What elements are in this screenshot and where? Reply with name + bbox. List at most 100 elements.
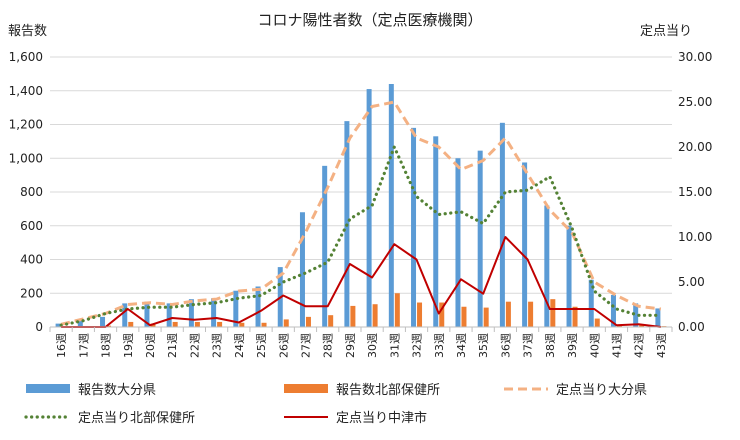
- series-line-dotted: [59, 145, 663, 327]
- bar-oita: [477, 150, 483, 327]
- axes: [49, 326, 673, 332]
- x-tick-label: 17週: [77, 333, 90, 358]
- x-tick-label: 23週: [211, 333, 224, 358]
- y-right-tick-label: 25.00: [678, 95, 712, 109]
- legend-swatch: [284, 384, 328, 393]
- bar-oita: [255, 286, 261, 327]
- bar-hokubu: [350, 305, 356, 327]
- series-line-solid: [61, 236, 662, 328]
- bar-oita: [499, 122, 505, 327]
- bar-oita: [55, 323, 61, 327]
- x-tick-label: 42週: [633, 333, 646, 358]
- bar-hokubu: [528, 301, 534, 327]
- bar-hokubu: [283, 319, 289, 327]
- y-left-tick-label: 800: [20, 185, 43, 199]
- bar-oita: [122, 303, 128, 327]
- legend-label: 定点当り北部保健所: [78, 411, 195, 426]
- bar-hokubu: [594, 318, 600, 327]
- bar-oita: [411, 127, 417, 327]
- x-tick-label: 43週: [655, 333, 668, 358]
- x-tick-label: 26週: [277, 333, 290, 358]
- bar-hokubu: [417, 302, 423, 327]
- x-tick-label: 35週: [477, 333, 490, 358]
- bar-hokubu: [150, 323, 156, 327]
- y-left-tick-label: 0: [35, 320, 43, 334]
- bar-oita: [566, 225, 572, 327]
- bar-oita: [322, 165, 328, 327]
- bar-oita: [610, 294, 616, 327]
- bar-oita: [166, 303, 172, 327]
- tick-labels: 0 200 400 600 800 1,000 1,200 1,400 1,600 0.00 5.0…: [9, 50, 713, 358]
- x-tick-label: 30週: [366, 333, 379, 358]
- bar-hokubu: [572, 306, 578, 327]
- bar-oita: [211, 298, 217, 327]
- x-tick-label: 29週: [344, 333, 357, 358]
- x-tick-label: 27週: [299, 333, 312, 358]
- bar-hokubu: [239, 322, 245, 327]
- y-right-tick-label: 10.00: [678, 230, 712, 244]
- bar-hokubu: [172, 321, 178, 327]
- y-left-tick-label: 1,000: [9, 151, 43, 165]
- bar-oita: [188, 299, 194, 327]
- bar-hokubu: [372, 304, 378, 327]
- chart-title: コロナ陽性者数（定点医療機関）: [257, 11, 482, 29]
- lines: [59, 100, 663, 328]
- bar-hokubu: [328, 315, 334, 327]
- legend-label: 定点当り大分県: [556, 383, 647, 398]
- bar-hokubu: [394, 293, 400, 327]
- bar-oita: [299, 212, 305, 327]
- bar-hokubu: [550, 299, 556, 327]
- x-tick-label: 19週: [122, 333, 135, 358]
- legend-label: 定点当り中津市: [336, 410, 427, 426]
- x-tick-label: 32週: [411, 333, 424, 358]
- y-left-tick-label: 600: [20, 219, 43, 233]
- x-tick-label: 28週: [322, 333, 335, 358]
- bar-oita: [77, 321, 83, 327]
- x-tick-label: 25週: [255, 333, 268, 358]
- bar-oita: [633, 303, 639, 327]
- y-axis-right-label: 定点当り: [640, 24, 692, 39]
- bar-hokubu: [439, 302, 445, 327]
- x-tick-label: 36週: [499, 333, 512, 358]
- gridlines: [50, 56, 672, 294]
- bar-hokubu: [128, 321, 134, 327]
- bar-oita: [100, 316, 106, 327]
- x-tick-label: 21週: [166, 333, 179, 358]
- bar-oita: [433, 136, 439, 327]
- y-left-tick-label: 200: [20, 286, 43, 300]
- y-left-tick-label: 1,200: [9, 118, 43, 132]
- x-tick-label: 18週: [100, 333, 113, 358]
- bar-hokubu: [106, 325, 112, 327]
- y-left-tick-label: 1,400: [9, 84, 43, 98]
- x-tick-label: 37週: [522, 333, 535, 358]
- legend-label: 報告数大分県: [78, 383, 156, 398]
- y-right-tick-label: 0.00: [678, 320, 705, 334]
- bar-hokubu: [461, 306, 467, 327]
- y-right-tick-label: 30.00: [678, 50, 712, 64]
- bar-hokubu: [305, 316, 311, 327]
- bar-hokubu: [194, 321, 200, 327]
- x-tick-label: 24週: [233, 333, 246, 358]
- bars: [55, 84, 667, 327]
- legend-label: 報告数北部保健所: [336, 383, 440, 398]
- y-right-tick-label: 5.00: [678, 275, 705, 289]
- x-tick-label: 38週: [544, 333, 557, 358]
- series-line-dashed: [60, 100, 662, 326]
- bar-oita: [655, 308, 661, 327]
- bar-oita: [455, 158, 461, 327]
- x-tick-label: 33週: [433, 333, 446, 358]
- bar-hokubu: [483, 307, 489, 327]
- bar-oita: [144, 301, 150, 327]
- bar-oita: [388, 84, 394, 327]
- y-left-tick-label: 1,600: [9, 50, 43, 64]
- x-tick-label: 40週: [588, 333, 601, 358]
- x-tick-label: 22週: [188, 333, 201, 358]
- bar-hokubu: [217, 321, 223, 327]
- bar-hokubu: [639, 325, 645, 327]
- y-axis-left-label: 報告数: [8, 24, 47, 39]
- bar-oita: [233, 290, 239, 327]
- x-tick-label: 31週: [388, 333, 401, 358]
- y-right-tick-label: 15.00: [678, 185, 712, 199]
